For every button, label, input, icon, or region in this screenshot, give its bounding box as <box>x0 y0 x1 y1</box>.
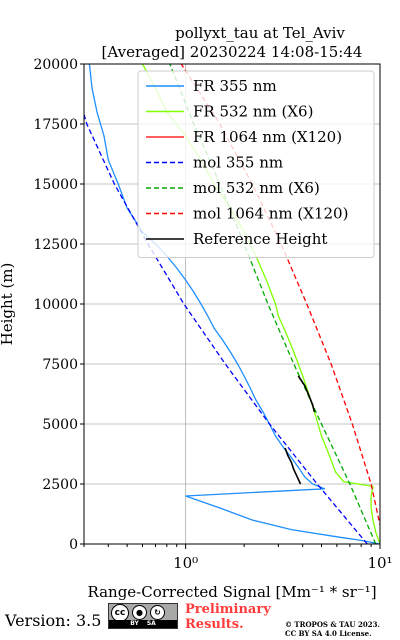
y-tick-label-3: 7500 <box>42 357 78 373</box>
y-tick-label-0: 0 <box>69 537 78 553</box>
copyright-line2: CC BY SA 4.0 License. <box>285 629 372 638</box>
x-axis: 10⁰ 10¹ <box>83 544 393 572</box>
cc-license-badge[interactable]: cc ● ↻ BY SA <box>108 603 178 629</box>
y-tick-label-8: 20000 <box>33 57 78 73</box>
cc-icon: cc <box>111 603 129 622</box>
legend-label-6: Reference Height <box>193 230 327 248</box>
series-reference-height-1 <box>297 375 316 413</box>
series-mol-1064-nm-x120-line <box>180 64 380 529</box>
copyright-notice: © TROPOS & TAU 2023. CC BY SA 4.0 Licens… <box>285 620 380 638</box>
sa-label: SA <box>146 620 156 627</box>
y-axis: 0 2500 5000 7500 10000 12500 15000 17500 20000 <box>33 57 84 553</box>
legend-label-3: mol 355 nm <box>193 154 283 172</box>
share-alike-icon: ↻ <box>150 605 165 620</box>
chart-title-line1: pollyxt_tau at Tel_Aviv <box>175 24 345 42</box>
legend-label-0: FR 355 nm <box>193 77 277 95</box>
copyright-line1: © TROPOS & TAU 2023. <box>285 620 380 629</box>
lidar-profile-chart: pollyxt_tau at Tel_Aviv [Averaged] 20230… <box>0 24 393 600</box>
series-reference-height-0 <box>284 447 302 485</box>
y-tick-label-4: 10000 <box>33 297 78 313</box>
preliminary-notice: Preliminary Results. <box>185 602 271 632</box>
preliminary-line1: Preliminary <box>185 602 271 617</box>
version-label: Version: 3.5 <box>5 611 102 630</box>
y-tick-label-5: 12500 <box>33 237 78 253</box>
legend-box <box>137 70 375 258</box>
by-label: BY <box>130 620 139 627</box>
x-tick-label-0: 10⁰ <box>173 554 198 572</box>
legend-label-2: FR 1064 nm (X120) <box>193 128 342 146</box>
y-tick-label-2: 5000 <box>42 417 78 433</box>
series-mol-355-nm-line <box>84 114 368 544</box>
legend: FR 355 nm FR 532 nm (X6) FR 1064 nm (X120)… <box>137 70 375 258</box>
legend-label-4: mol 532 nm (X6) <box>193 179 320 197</box>
legend-label-5: mol 1064 nm (X120) <box>193 205 348 223</box>
y-tick-label-1: 2500 <box>42 477 78 493</box>
preliminary-line2: Results. <box>185 617 244 632</box>
x-tick-label-1: 10¹ <box>367 554 392 572</box>
y-tick-label-6: 15000 <box>33 177 78 193</box>
y-axis-label: Height (m) <box>0 263 16 346</box>
person-icon: ● <box>132 605 147 620</box>
chart-title-line2: [Averaged] 20230224 14:08-15:44 <box>102 43 363 61</box>
x-axis-label: Range-Corrected Signal [Mm⁻¹ * sr⁻¹] <box>87 583 376 600</box>
legend-label-1: FR 532 nm (X6) <box>193 103 313 121</box>
y-tick-label-7: 17500 <box>33 117 78 133</box>
